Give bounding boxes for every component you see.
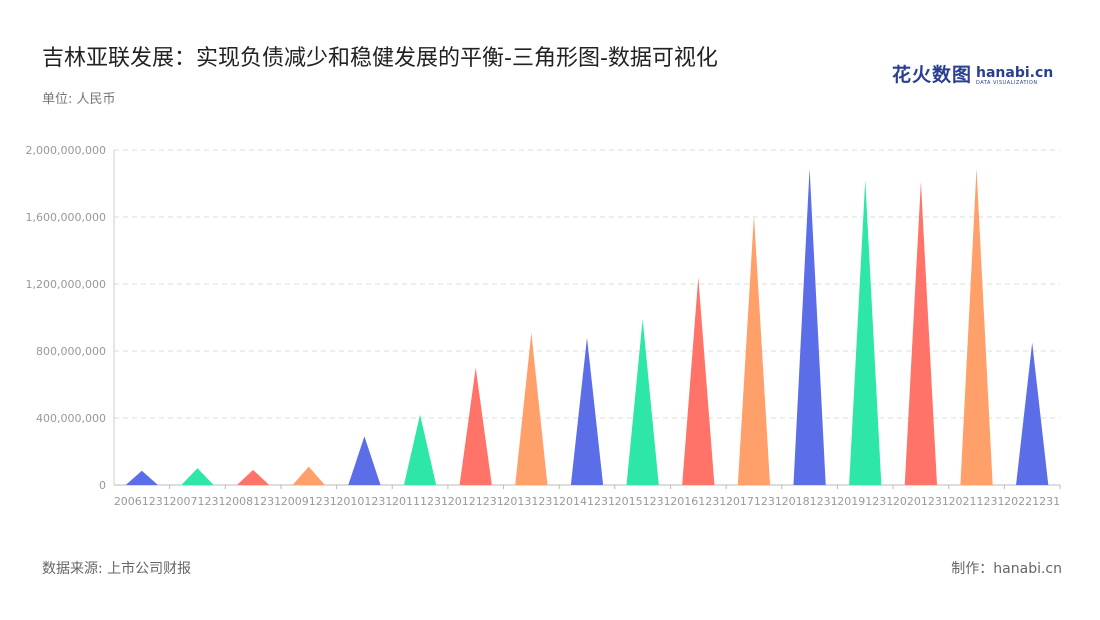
logo-en-text: hanabi.cn — [976, 65, 1054, 81]
data-source: 数据来源: 上市公司财报 — [42, 561, 192, 577]
x-tick-label: 20061231 — [114, 495, 170, 508]
brand-logo: 花火数图 hanabi.cn DATA VISUALIZATION — [892, 60, 1053, 87]
triangle-bar — [236, 469, 270, 485]
x-tick-label: 20071231 — [169, 495, 225, 508]
x-tick-label: 20131231 — [503, 495, 559, 508]
triangle-bar — [1016, 342, 1049, 485]
x-tick-label: 20181231 — [782, 495, 838, 508]
x-tick-label: 20191231 — [837, 495, 893, 508]
x-tick-label: 20141231 — [559, 495, 615, 508]
triangle-bar — [515, 332, 548, 485]
x-tick-label: 20151231 — [615, 495, 671, 508]
x-tick-label: 20101231 — [336, 495, 392, 508]
x-tick-label: 20201231 — [893, 495, 949, 508]
triangle-bar — [682, 277, 715, 485]
triangle-bar — [849, 180, 882, 485]
x-tick-label: 20211231 — [949, 495, 1005, 508]
y-tick-label: 800,000,000 — [36, 345, 106, 358]
triangle-bar — [181, 468, 214, 485]
triangle-bar — [737, 215, 771, 485]
logo-cn-text: 花火数图 — [892, 64, 973, 86]
credit-text: 制作：hanabi.cn — [951, 561, 1062, 577]
triangle-bar — [793, 168, 826, 486]
unit-label: 单位: 人民币 — [42, 92, 116, 107]
x-tick-label: 20081231 — [225, 495, 281, 508]
triangle-bar — [459, 367, 492, 485]
y-tick-label: 1,200,000,000 — [26, 278, 106, 291]
triangle-bar — [626, 319, 659, 485]
y-tick-label: 400,000,000 — [36, 412, 106, 425]
logo-subtitle: DATA VISUALIZATION — [976, 80, 1038, 86]
triangle-bar — [292, 466, 325, 485]
x-tick-label: 20111231 — [392, 495, 448, 508]
logo-en-block: hanabi.cn DATA VISUALIZATION — [976, 66, 1053, 87]
y-tick-label: 2,000,000,000 — [26, 144, 106, 157]
triangle-bar — [570, 337, 604, 485]
x-tick-label: 20221231 — [1004, 495, 1060, 508]
triangle-bar — [904, 181, 938, 485]
triangle-bar — [960, 168, 993, 486]
chart-title: 吉林亚联发展：实现负债减少和稳健发展的平衡-三角形图-数据可视化 — [42, 46, 718, 71]
x-tick-label: 20161231 — [670, 495, 726, 508]
y-tick-label: 0 — [99, 479, 106, 492]
y-tick-label: 1,600,000,000 — [26, 211, 106, 224]
x-tick-label: 20171231 — [726, 495, 782, 508]
x-tick-label: 20091231 — [281, 495, 337, 508]
triangle-bar — [125, 470, 158, 485]
triangle-bar — [403, 414, 437, 485]
x-tick-label: 20121231 — [448, 495, 504, 508]
triangle-bar — [348, 436, 381, 485]
